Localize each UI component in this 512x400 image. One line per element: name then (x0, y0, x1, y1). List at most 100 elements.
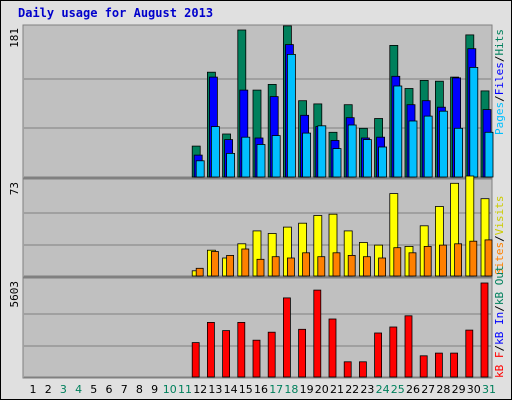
kbytes-bar-day-15 (237, 321, 246, 378)
pages-bar-day-25 (393, 85, 403, 178)
day-label-24: 24 (376, 383, 390, 396)
pages-bar-day-18 (286, 54, 296, 178)
legend-pages: Pages (493, 102, 506, 135)
pages-bar-day-16 (256, 144, 266, 178)
kbytes-bar-day-26 (404, 315, 413, 378)
pages-bar-day-14 (226, 152, 236, 178)
sites-bar-day-25 (393, 247, 402, 277)
sites-bar-day-27 (423, 245, 432, 277)
legend-kbf: kB F (493, 352, 506, 379)
sites-bar-day-29 (454, 243, 463, 277)
day-label-18: 18 (284, 383, 298, 396)
day-label-8: 8 (136, 383, 143, 396)
day-label-13: 13 (208, 383, 222, 396)
pages-bar-day-31 (484, 131, 494, 178)
day-label-21: 21 (330, 383, 344, 396)
sites-bar-day-14 (226, 254, 235, 277)
day-label-5: 5 (90, 383, 97, 396)
day-label-6: 6 (106, 383, 113, 396)
day-label-14: 14 (224, 383, 238, 396)
bars-layer (191, 25, 494, 378)
pages-bar-day-24 (378, 146, 388, 178)
day-label-16: 16 (254, 383, 268, 396)
day-label-3: 3 (60, 383, 67, 396)
sites-bar-day-21 (332, 252, 341, 277)
sites-bar-day-16 (256, 258, 265, 277)
day-label-22: 22 (345, 383, 359, 396)
sites-bar-day-20 (317, 256, 326, 277)
pages-bar-day-27 (423, 115, 433, 178)
kbytes-bar-day-14 (222, 330, 231, 378)
sites-bar-day-30 (469, 240, 478, 277)
bot-max-label: 5603 (8, 281, 21, 308)
kbytes-bar-day-13 (206, 321, 215, 378)
kbytes-bar-day-25 (389, 326, 398, 378)
pages-bar-day-26 (408, 120, 418, 178)
day-label-15: 15 (239, 383, 253, 396)
legend-kbin: kB In (493, 312, 506, 345)
kbytes-bar-day-29 (450, 352, 459, 378)
kbytes-bar-day-27 (419, 355, 428, 378)
day-label-19: 19 (300, 383, 314, 396)
top-legend: Pages/Files/Hits (493, 29, 506, 135)
pages-bar-day-17 (271, 135, 281, 178)
mid-max-label: 73 (8, 182, 21, 195)
sites-bar-day-28 (438, 244, 447, 277)
pages-bar-day-12 (195, 160, 205, 178)
kbytes-bar-day-30 (465, 329, 474, 378)
sites-bar-day-26 (408, 252, 417, 277)
top-max-label: 181 (8, 28, 21, 48)
day-label-29: 29 (452, 383, 466, 396)
sites-bar-day-18 (286, 257, 295, 277)
kbytes-bar-day-22 (343, 361, 352, 378)
day-label-28: 28 (436, 383, 450, 396)
pages-bar-day-22 (347, 124, 357, 178)
sites-bar-day-17 (271, 256, 280, 277)
pages-bar-day-30 (469, 67, 479, 178)
sites-bar-day-23 (362, 256, 371, 277)
day-label-20: 20 (315, 383, 329, 396)
legend-kbout: kB Out (493, 265, 506, 305)
day-label-30: 30 (467, 383, 481, 396)
day-label-9: 9 (151, 383, 158, 396)
day-label-25: 25 (391, 383, 405, 396)
day-label-23: 23 (360, 383, 374, 396)
sites-bar-day-24 (378, 257, 387, 277)
bot-legend: kB F/kB In/kB Out (493, 265, 506, 378)
day-label-27: 27 (421, 383, 435, 396)
sites-bar-day-19 (302, 252, 311, 277)
kbytes-bar-day-31 (480, 282, 489, 378)
kbytes-bar-day-20 (313, 289, 322, 378)
pages-bar-day-13 (210, 126, 220, 178)
day-labels: 1 2 3 4 5 6 7 8 9 10 11 12 13 14 15 16 17 18 19 20 21 22 23 24 2… (30, 383, 497, 396)
mid-legend: Sites/Visits (493, 196, 506, 276)
day-label-1: 1 (30, 383, 37, 396)
kbytes-bar-day-19 (298, 328, 307, 378)
kbytes-bar-day-23 (358, 361, 367, 378)
sites-bar-day-15 (241, 248, 250, 277)
pages-bar-day-28 (438, 110, 448, 178)
pages-bar-day-29 (454, 127, 464, 178)
legend-visits: Visits (493, 196, 506, 236)
pages-bar-day-19 (302, 132, 312, 178)
day-label-11: 11 (178, 383, 192, 396)
pages-bar-day-23 (362, 139, 372, 178)
day-label-2: 2 (45, 383, 52, 396)
sites-bar-day-13 (210, 251, 219, 277)
kbytes-bar-day-21 (328, 318, 337, 378)
pages-bar-day-21 (332, 148, 342, 178)
day-label-4: 4 (75, 383, 82, 396)
legend-sites: Sites (493, 242, 506, 275)
kbytes-bar-day-28 (434, 352, 443, 378)
kbytes-bar-day-24 (374, 332, 383, 378)
legend-files: Files (493, 62, 506, 95)
kbytes-bar-day-12 (191, 342, 200, 378)
day-label-31: 31 (482, 383, 496, 396)
sites-bar-day-31 (484, 239, 493, 277)
pages-bar-day-15 (241, 136, 251, 178)
chart-title: Daily usage for August 2013 (18, 6, 214, 20)
sites-bar-day-22 (347, 254, 356, 277)
day-label-10: 10 (163, 383, 177, 396)
day-label-26: 26 (406, 383, 420, 396)
